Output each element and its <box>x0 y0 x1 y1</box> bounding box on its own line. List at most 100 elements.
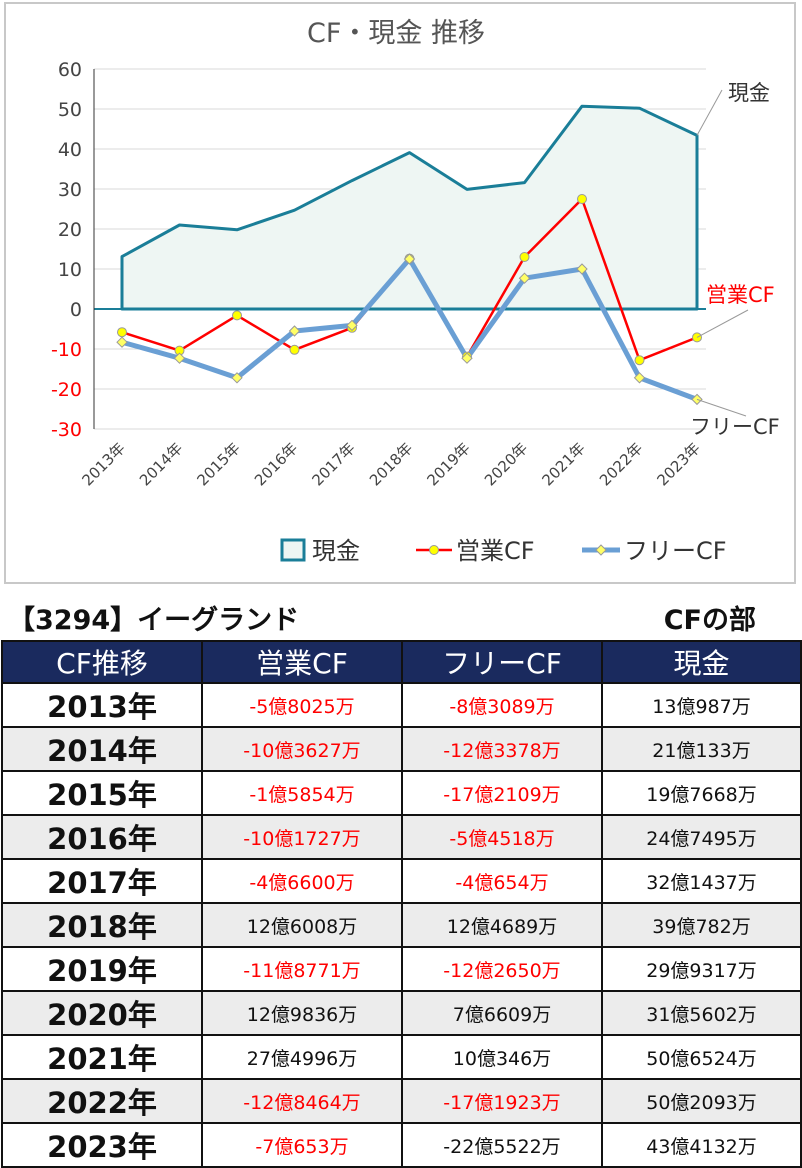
x-tick-label: 2023年 <box>653 439 703 489</box>
year-cell: 2020年 <box>1 990 203 1036</box>
y-tick-label: 60 <box>58 59 82 81</box>
year-cell: 2023年 <box>1 1122 203 1168</box>
free-cf-point <box>231 372 243 384</box>
x-tick-label: 2022年 <box>596 439 646 489</box>
free-cf-point <box>518 272 531 284</box>
legend-label-cash: 現金 <box>312 537 360 565</box>
free-cf-point <box>346 319 358 332</box>
year-cell: 2022年 <box>1 1078 203 1124</box>
series-label-leader <box>696 309 749 338</box>
legend-label-operating-cf: 営業CF <box>456 537 535 565</box>
series-end-label: フリーCF <box>690 415 780 439</box>
free-cf-cell: 10億346万 <box>401 1034 603 1080</box>
operating-cf-point <box>634 355 645 366</box>
company-name: 【3294】イーグランド <box>8 605 300 636</box>
year-cell: 2018年 <box>1 902 203 948</box>
year-cell: 2021年 <box>1 1034 203 1080</box>
cash-cell: 43億4132万 <box>601 1122 802 1168</box>
chart-panel: CF・現金 推移 60 50 40 30 20 10 0 -10 -20 -30 2013年 2014… <box>4 2 796 584</box>
column-header-cash: 現金 <box>601 640 802 684</box>
y-tick-label: -20 <box>51 379 82 401</box>
table-header-row: 【3294】イーグランド CFの部 <box>0 598 802 640</box>
table-row: 2018年 12億6008万 12億4689万 39億782万 <box>1 902 802 948</box>
operating-cf-point <box>519 252 530 262</box>
cash-cell: 50億2093万 <box>601 1078 802 1124</box>
free-cf-cell: -5億4518万 <box>401 814 603 860</box>
x-tick-label: 2020年 <box>481 439 531 489</box>
table-header: CF推移 営業CF フリーCF 現金 <box>1 640 802 684</box>
table-row: 2015年 -1億5854万 -17億2109万 19億7668万 <box>1 770 802 816</box>
x-tick-label: 2015年 <box>193 439 243 489</box>
cash-cell: 32億1437万 <box>601 858 802 904</box>
operating-cf-cell: 12億6008万 <box>201 902 403 948</box>
table-body: 2013年 -5億8025万 -8億3089万 13億987万 2014年 -10億362… <box>1 682 802 1168</box>
table-row: 2022年 -12億8464万 -17億1923万 50億2093万 <box>1 1078 802 1124</box>
free-cf-point <box>403 253 416 265</box>
free-cf-cell: 7億6609万 <box>401 990 603 1036</box>
x-tick-label: 2013年 <box>78 439 128 489</box>
table-row: 2023年 -7億653万 -22億5522万 43億4132万 <box>1 1122 802 1168</box>
column-header-free-cf: フリーCF <box>401 640 603 684</box>
y-tick-label: 20 <box>58 219 82 241</box>
x-tick-label: 2014年 <box>136 439 186 489</box>
series-end-label: 現金 <box>728 81 770 105</box>
x-tick-label: 2016年 <box>251 439 301 489</box>
series-end-label: 営業CF <box>706 283 775 307</box>
cash-cell: 13億987万 <box>601 682 802 728</box>
cf-table: CF推移 営業CF フリーCF 現金 2013年 -5億8025万 -8億3089万… <box>1 640 802 1168</box>
free-cf-cell: 12億4689万 <box>401 902 603 948</box>
free-cf-cell: -22億5522万 <box>401 1122 603 1168</box>
free-cf-cell: -17億2109万 <box>401 770 603 816</box>
y-tick-label: -30 <box>51 419 82 441</box>
operating-cf-cell: 12億9836万 <box>201 990 403 1036</box>
operating-cf-point <box>577 194 587 204</box>
table-row: 2020年 12億9836万 7億6609万 31億5602万 <box>1 990 802 1036</box>
x-tick-label: 2018年 <box>366 439 416 489</box>
series-label-leader <box>696 89 723 136</box>
table-row: 2013年 -5億8025万 -8億3089万 13億987万 <box>1 682 802 728</box>
y-tick-label: 30 <box>58 179 82 201</box>
operating-cf-cell: -11億8771万 <box>201 946 403 992</box>
y-tick-label: 40 <box>58 139 82 161</box>
operating-cf-cell: -7億653万 <box>201 1122 403 1168</box>
column-header-operating-cf: 営業CF <box>201 640 403 684</box>
x-tick-label: 2021年 <box>538 439 588 489</box>
x-tick-label: 2019年 <box>423 439 473 489</box>
table-row: 2014年 -10億3627万 -12億3378万 21億133万 <box>1 726 802 772</box>
operating-cf-cell: -4億6600万 <box>201 858 403 904</box>
y-tick-label: 50 <box>58 99 82 121</box>
free-cf-cell: -8億3089万 <box>401 682 603 728</box>
cash-area <box>120 104 699 311</box>
year-cell: 2014年 <box>1 726 203 772</box>
table-row: 2021年 27億4996万 10億346万 50億6524万 <box>1 1034 802 1080</box>
series-label-leader <box>696 398 747 417</box>
operating-cf-cell: -5億8025万 <box>201 682 403 728</box>
cash-cell: 39億782万 <box>601 902 802 948</box>
year-cell: 2019年 <box>1 946 203 992</box>
cash-cell: 50億6524万 <box>601 1034 802 1080</box>
table-row: 2016年 -10億1727万 -5億4518万 24億7495万 <box>1 814 802 860</box>
table-row: 2019年 -11億8771万 -12億2650万 29億9317万 <box>1 946 802 992</box>
cash-cell: 31億5602万 <box>601 990 802 1036</box>
operating-cf-cell: -12億8464万 <box>201 1078 403 1124</box>
legend-label-free-cf: フリーCF <box>624 537 727 565</box>
legend-swatch-cash <box>280 538 306 562</box>
operating-cf-point <box>232 310 242 321</box>
free-cf-point <box>173 352 186 364</box>
free-cf-cell: -17億1923万 <box>401 1078 603 1124</box>
operating-cf-point <box>117 327 127 338</box>
free-cf-point <box>633 372 646 384</box>
operating-cf-point <box>289 344 300 355</box>
year-cell: 2013年 <box>1 682 203 728</box>
free-cf-cell: -4億654万 <box>401 858 603 904</box>
year-cell: 2016年 <box>1 814 203 860</box>
year-cell: 2015年 <box>1 770 203 816</box>
legend-marker-free-cf <box>595 544 607 556</box>
free-cf-point <box>288 325 301 337</box>
cash-cell: 19億7668万 <box>601 770 802 816</box>
free-cf-point <box>116 336 128 348</box>
column-header-year: CF推移 <box>1 640 203 684</box>
operating-cf-cell: -10億1727万 <box>201 814 403 860</box>
cash-cell: 29億9317万 <box>601 946 802 992</box>
